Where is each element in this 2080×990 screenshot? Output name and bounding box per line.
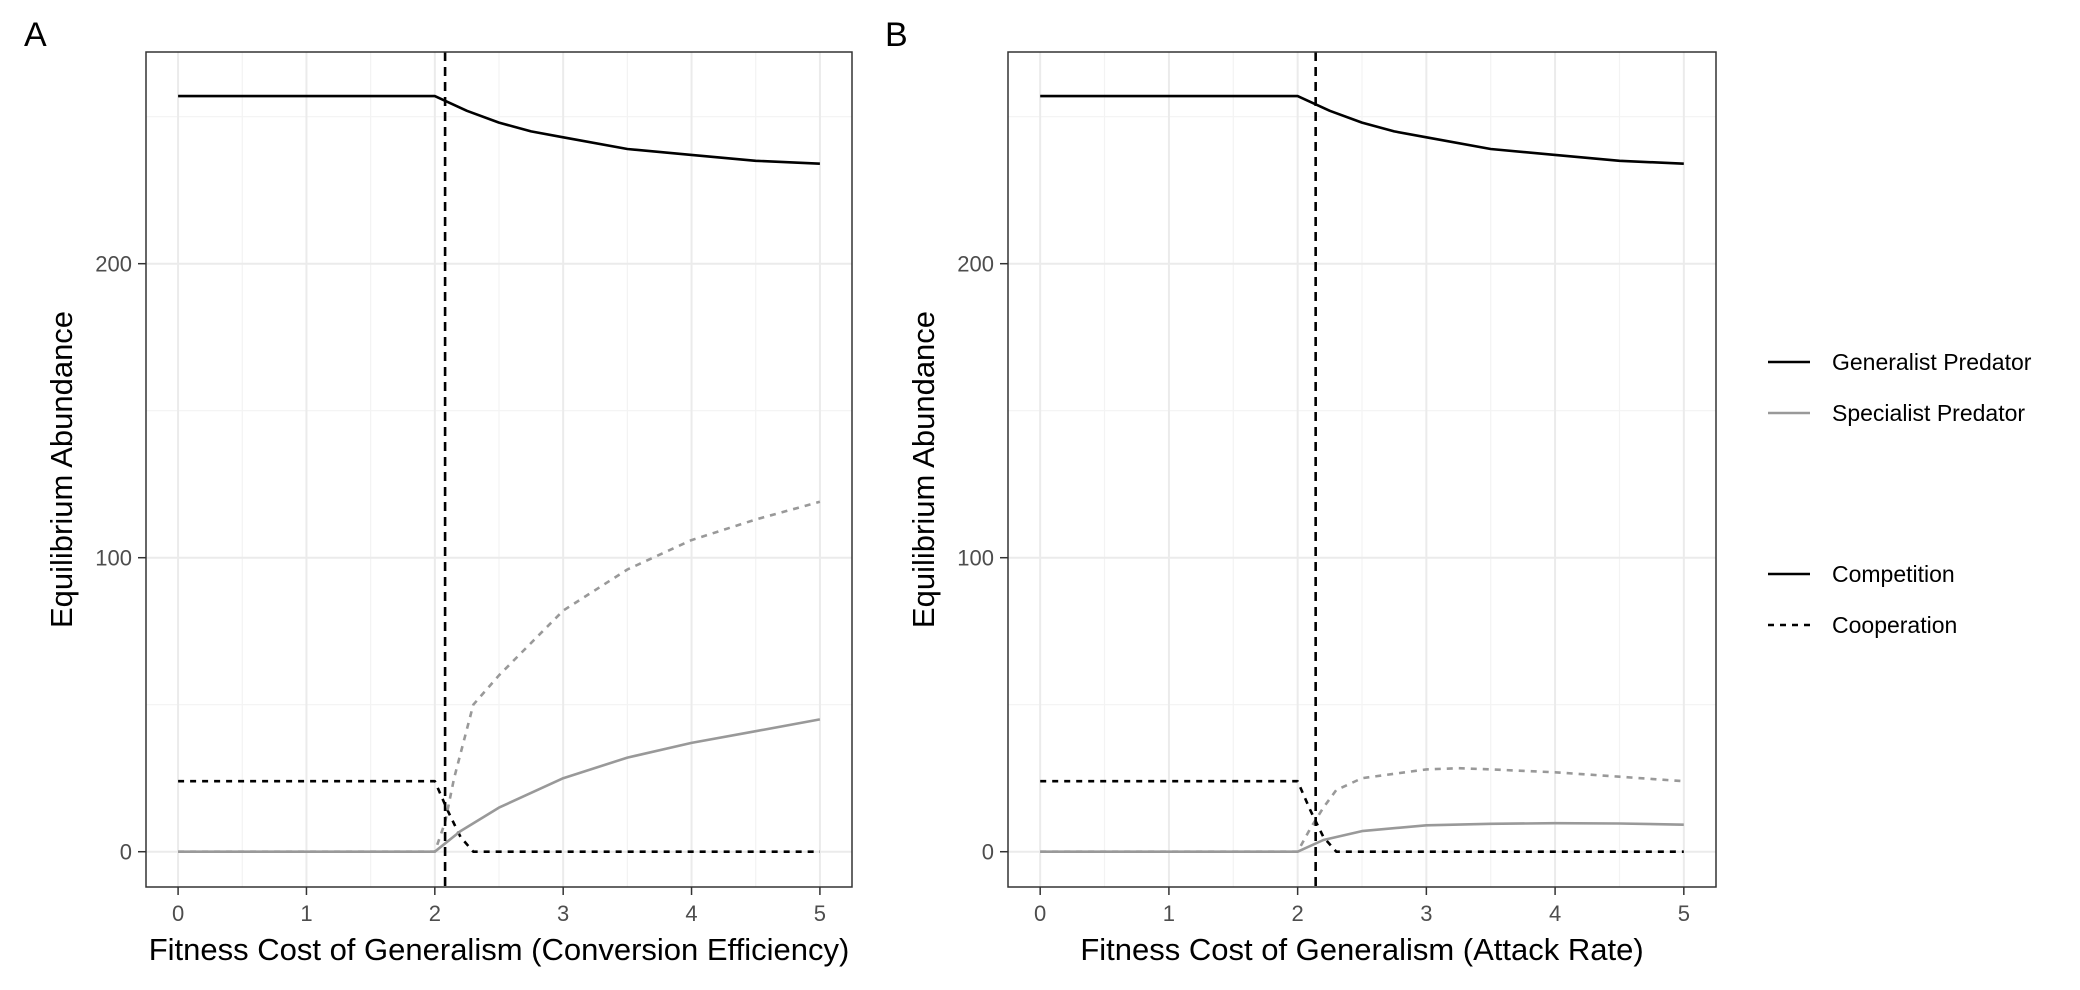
panel-a-x-axis-title: Fitness Cost of Generalism (Conversion E… — [149, 932, 850, 967]
panel-a-plot-frame — [145, 51, 853, 888]
panel-b-y-tick-label: 0 — [982, 840, 994, 865]
panel-b-x-axis-title: Fitness Cost of Generalism (Attack Rate) — [1080, 932, 1643, 967]
panel-a-grid — [146, 52, 852, 887]
panel-b-x-tick-label: 2 — [1292, 901, 1304, 926]
panel-b-y-tick-label: 200 — [957, 252, 994, 277]
panel-b-x-tick-labels: 0 1 2 3 4 5 — [1034, 901, 1690, 926]
panel-b: B 0 1 2 3 4 5 0 100 200 Fitness Cost of General… — [885, 16, 1717, 967]
panel-a-x-tick-label: 5 — [814, 901, 826, 926]
legend-label-specialist-predator: Specialist Predator — [1832, 400, 2025, 426]
legend-label-competition: Competition — [1832, 561, 1955, 587]
panel-a-x-tick-labels: 0 1 2 3 4 5 — [172, 901, 826, 926]
panel-b-x-tick-label: 1 — [1163, 901, 1175, 926]
legend-item-cooperation: Cooperation — [1768, 612, 1957, 638]
panel-a-y-axis-title: Equilibrium Abundance — [44, 311, 79, 628]
panel-b-series-lines — [1040, 52, 1684, 887]
legend-item-generalist-predator: Generalist Predator — [1768, 349, 2032, 375]
panel-b-line-generalist-predator-cooperation — [1040, 779, 1684, 853]
panel-letter-a: A — [24, 16, 47, 54]
panel-a-x-tick-label: 4 — [685, 901, 697, 926]
panel-b-x-tick-label: 5 — [1678, 901, 1690, 926]
panel-b-y-tick-labels: 0 100 200 — [957, 252, 994, 865]
panel-b-grid — [1008, 52, 1716, 887]
legend-item-specialist-predator: Specialist Predator — [1768, 400, 2025, 426]
panel-letter-b: B — [885, 16, 908, 54]
panel-b-plot-frame — [1007, 51, 1717, 888]
panel-a-line-specialist-predator-cooperation — [178, 500, 821, 853]
legend-item-competition: Competition — [1768, 561, 1955, 587]
panel-b-line-specialist-predator-competition — [1040, 821, 1684, 853]
legend-label-cooperation: Cooperation — [1832, 612, 1957, 638]
panel-a-line-specialist-predator-competition — [178, 718, 821, 853]
panel-b-x-tick-label: 3 — [1420, 901, 1432, 926]
panel-a: A 0 1 2 3 4 5 0 100 200 Fitness Cost of General… — [24, 16, 853, 967]
panel-a-y-tick-label: 0 — [120, 840, 132, 865]
panel-a-line-generalist-predator-cooperation — [178, 779, 820, 853]
panel-a-x-tick-label: 3 — [557, 901, 569, 926]
panel-b-y-tick-label: 100 — [957, 546, 994, 571]
legend: Generalist Predator Specialist Predator … — [1768, 349, 2032, 638]
panel-a-line-generalist-predator-competition — [178, 94, 820, 165]
panel-b-line-generalist-predator-competition — [1040, 94, 1684, 165]
panel-b-x-tick-label: 0 — [1034, 901, 1046, 926]
panel-a-x-tick-label: 1 — [300, 901, 312, 926]
panel-a-x-tick-label: 0 — [172, 901, 184, 926]
legend-label-generalist-predator: Generalist Predator — [1832, 349, 2032, 375]
panel-a-y-tick-labels: 0 100 200 — [95, 252, 132, 865]
panel-b-ticks — [1000, 262, 1685, 895]
panel-a-series-lines — [178, 52, 821, 887]
panel-a-y-tick-label: 200 — [95, 252, 132, 277]
panel-a-x-tick-label: 2 — [429, 901, 441, 926]
panel-a-ticks — [138, 262, 821, 895]
panel-b-y-axis-title: Equilibrium Abundance — [906, 311, 941, 628]
panel-b-line-specialist-predator-cooperation — [1040, 766, 1684, 853]
panel-a-y-tick-label: 100 — [95, 546, 132, 571]
panel-b-x-tick-label: 4 — [1549, 901, 1561, 926]
